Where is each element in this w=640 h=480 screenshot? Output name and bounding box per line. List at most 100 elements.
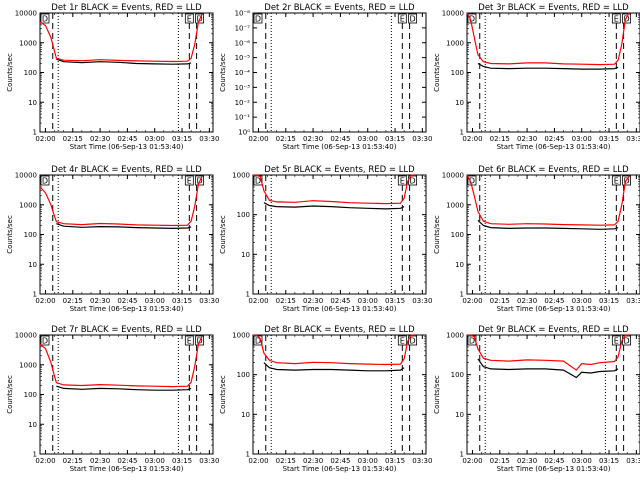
x-tick-label: 02:30 xyxy=(303,457,323,465)
x-tick-label: 03:15 xyxy=(172,457,192,465)
y-tick-label: 10⁻⁴ xyxy=(235,69,251,77)
y-tick-label: 10 xyxy=(28,261,37,269)
y-tick-label: 10⁻⁶ xyxy=(235,39,251,47)
x-tick-label: 02:45 xyxy=(330,135,350,143)
y-tick-label: 10 xyxy=(455,411,464,419)
y-tick-label: 10000 xyxy=(442,10,464,18)
series-line-events xyxy=(56,58,192,65)
series-line-lld xyxy=(466,12,630,66)
marker-right-e: E xyxy=(187,177,192,186)
panel-title: Det 2r BLACK = Events, RED = LLD xyxy=(264,3,415,13)
x-tick-label: 02:45 xyxy=(544,135,564,143)
x-axis-label: Start Time (06-Sep-13 01:53:40) xyxy=(283,305,397,313)
marker-left-box xyxy=(40,335,50,346)
y-tick-label: 10000 xyxy=(15,10,37,18)
x-tick-label: 02:15 xyxy=(276,297,296,305)
marker-right-d: D xyxy=(624,177,630,186)
x-tick-label: 02:15 xyxy=(490,457,510,465)
x-tick-label: 02:00 xyxy=(248,457,268,465)
y-axis-label: Counts/sec xyxy=(219,215,227,254)
y-tick-label: 100 xyxy=(237,371,250,379)
marker-right-e-box xyxy=(397,13,407,24)
y-tick-label: 10000 xyxy=(442,172,464,180)
panel-det-5: Det 5r BLACK = Events, RED = LLD 1 10 100 10… xyxy=(219,165,432,313)
marker-left: D xyxy=(42,177,48,186)
y-axis-label: Counts/sec xyxy=(219,53,227,92)
x-tick-label: 03:00 xyxy=(145,457,165,465)
x-tick-label: 02:45 xyxy=(544,297,564,305)
x-tick-label: 02:15 xyxy=(490,297,510,305)
series-line-lld xyxy=(39,14,203,63)
y-tick-label: 1 xyxy=(460,451,464,459)
marker-left: D xyxy=(469,15,475,24)
series-line-events xyxy=(56,385,192,391)
x-axis-label: Start Time (06-Sep-13 01:53:40) xyxy=(70,305,184,313)
marker-left-box xyxy=(40,13,50,24)
plot-frame xyxy=(466,334,640,455)
series-line-lld xyxy=(253,174,416,205)
plot-frame xyxy=(39,334,214,455)
y-tick-label: 10⁰ xyxy=(238,129,250,137)
panel-det-4: Det 4r BLACK = Events, RED = LLD 1 10 100 10… xyxy=(6,165,219,313)
y-axis-label: Counts/sec xyxy=(433,53,441,92)
x-tick-label: 02:00 xyxy=(35,135,55,143)
plot-frame xyxy=(252,174,427,295)
marker-right-e-box xyxy=(611,13,621,24)
y-tick-label: 10 xyxy=(28,421,37,429)
marker-right-e-box xyxy=(397,335,407,346)
x-axis-label: Start Time (06-Sep-13 01:53:40) xyxy=(497,465,611,473)
x-tick-label: 03:00 xyxy=(358,297,378,305)
x-tick-label: 02:45 xyxy=(117,135,137,143)
y-tick-label: 10⁻⁵ xyxy=(235,54,251,62)
marker-right-e-box xyxy=(184,13,194,24)
marker-left: D xyxy=(255,337,261,346)
marker-right-e: E xyxy=(400,337,405,346)
x-axis-label: Start Time (06-Sep-13 01:53:40) xyxy=(497,305,611,313)
marker-right-d: D xyxy=(410,15,416,24)
x-tick-label: 02:15 xyxy=(63,135,83,143)
marker-right-e: E xyxy=(400,177,405,186)
marker-left: D xyxy=(42,337,48,346)
x-tick-label: 02:00 xyxy=(248,297,268,305)
series-line-lld xyxy=(467,334,630,371)
y-tick-label: 1 xyxy=(33,129,37,137)
x-tick-label: 03:00 xyxy=(145,135,165,143)
series-line-events xyxy=(263,202,405,210)
x-tick-label: 03:15 xyxy=(599,457,619,465)
panel-det-7: Det 7r BLACK = Events, RED = LLD 1 10 100 10… xyxy=(6,325,219,473)
y-tick-label: 1 xyxy=(246,451,250,459)
x-tick-label: 02:30 xyxy=(517,297,537,305)
marker-right-e-box xyxy=(397,175,407,186)
y-axis-label: Counts/sec xyxy=(433,215,441,254)
marker-right-d-box xyxy=(408,13,418,24)
x-tick-label: 02:30 xyxy=(90,297,110,305)
marker-right-e: E xyxy=(614,337,619,346)
marker-right-e-box xyxy=(184,175,194,186)
y-tick-label: 10⁻² xyxy=(235,99,251,107)
series-line-lld xyxy=(39,176,203,227)
y-tick-label: 1 xyxy=(246,291,250,299)
x-tick-label: 02:00 xyxy=(462,135,482,143)
marker-left-box xyxy=(467,13,477,24)
x-tick-label: 02:15 xyxy=(276,457,296,465)
y-tick-label: 1000 xyxy=(446,332,464,340)
marker-right-e-box xyxy=(184,335,194,346)
marker-right-e: E xyxy=(187,337,192,346)
x-tick-label: 02:45 xyxy=(330,297,350,305)
marker-left: D xyxy=(255,177,261,186)
y-axis-label: Counts/sec xyxy=(6,375,14,414)
x-tick-label: 03:30 xyxy=(412,297,432,305)
y-tick-label: 1 xyxy=(33,451,37,459)
x-tick-label: 03:00 xyxy=(572,297,592,305)
x-tick-label: 03:15 xyxy=(599,135,619,143)
x-tick-label: 02:30 xyxy=(303,135,323,143)
x-tick-label: 02:30 xyxy=(303,297,323,305)
x-tick-label: 03:15 xyxy=(172,135,192,143)
y-tick-label: 100 xyxy=(451,69,464,77)
marker-right-d: D xyxy=(410,337,416,346)
x-tick-label: 02:00 xyxy=(35,297,55,305)
y-tick-label: 10⁻⁷ xyxy=(235,24,251,32)
marker-right-d: D xyxy=(410,177,416,186)
plot-frame xyxy=(252,12,427,133)
x-tick-label: 02:30 xyxy=(517,457,537,465)
